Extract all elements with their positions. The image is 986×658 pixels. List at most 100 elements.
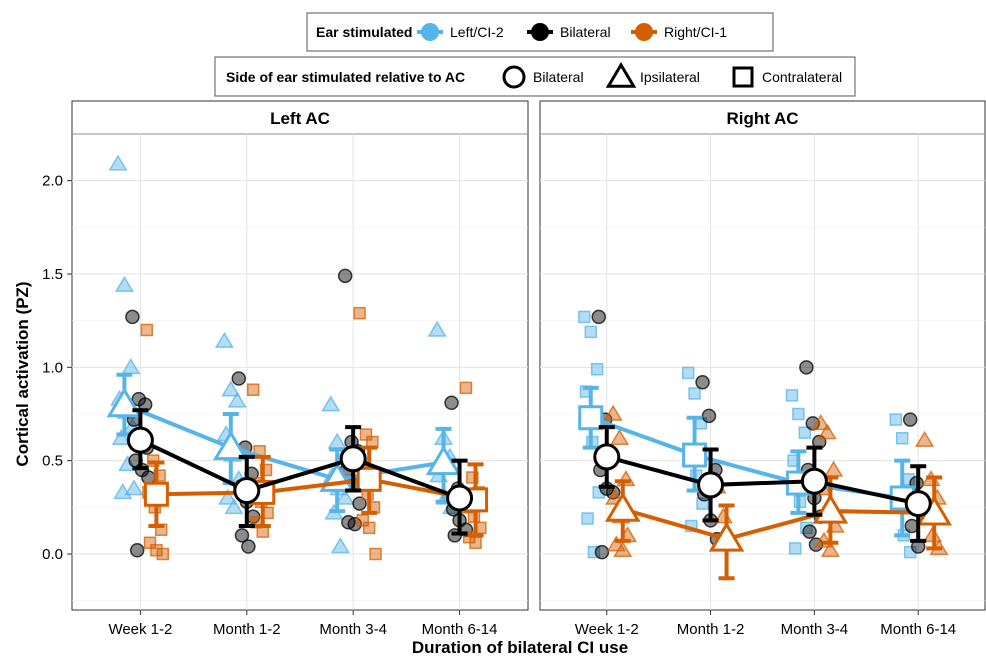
mean-line-right	[622, 507, 935, 542]
mean-marker-right	[356, 466, 382, 492]
data-point-bilateral	[234, 528, 250, 543]
legend-ear-title: Ear stimulated	[316, 24, 412, 40]
data-point-bilateral	[241, 539, 256, 554]
data-point-right	[459, 381, 473, 395]
legend-label: Bilateral	[533, 69, 584, 85]
mean-marker-right	[604, 491, 641, 522]
x-tick-label: Month 6-14	[880, 621, 956, 638]
legend-key-dot	[635, 23, 653, 41]
data-point-bilateral	[231, 371, 247, 386]
data-point-bilateral	[337, 268, 353, 284]
data-point-left	[214, 331, 234, 348]
data-point-bilateral	[444, 395, 459, 411]
legend-label: Ipsilateral	[640, 69, 700, 85]
x-tick-label: Month 3-4	[319, 621, 387, 638]
x-tick-label: Month 1-2	[677, 621, 745, 638]
mean-line-bilateral	[606, 455, 919, 506]
panel-title: Left AC	[270, 109, 330, 128]
data-point-bilateral	[799, 360, 814, 375]
data-point-left	[895, 432, 909, 445]
x-tick-label: Month 1-2	[213, 621, 281, 638]
data-point-right	[156, 547, 170, 561]
data-point-left	[696, 497, 709, 510]
y-tick-label: 0.5	[42, 453, 63, 470]
data-point-right	[259, 463, 273, 477]
y-axis-title: Cortical activation (PZ)	[13, 281, 32, 466]
data-point-bilateral	[902, 412, 918, 427]
data-point-left	[114, 275, 134, 292]
data-point-left	[800, 521, 813, 535]
data-point-right	[362, 521, 376, 535]
data-point-left	[792, 407, 805, 421]
mean-line-right	[156, 477, 476, 502]
data-point-bilateral	[129, 543, 145, 558]
y-tick-label: 1.0	[42, 359, 63, 376]
panel-strip	[71, 100, 529, 135]
legend-label: Contralateral	[762, 69, 842, 85]
data-point-right	[359, 428, 373, 441]
data-point-right	[603, 404, 623, 421]
mean-marker-bilateral	[233, 477, 261, 505]
mean-marker-right	[708, 521, 745, 552]
x-tick-label: Month 3-4	[781, 621, 849, 638]
mean-marker-bilateral	[126, 426, 154, 454]
data-point-left	[681, 366, 695, 380]
legend-item-circle: Bilateral	[502, 65, 584, 89]
data-point-right	[811, 414, 831, 431]
y-tick-label: 0.0	[42, 546, 63, 563]
data-point-left	[124, 479, 144, 496]
mean-marker-bilateral	[339, 445, 367, 473]
data-point-right	[353, 306, 366, 320]
x-tick-label: Week 1-2	[575, 621, 639, 638]
data-point-left	[590, 362, 604, 376]
data-point-right	[613, 540, 633, 557]
x-tick-label: Week 1-2	[108, 621, 172, 638]
data-point-left	[427, 320, 447, 337]
mean-marker-bilateral	[446, 484, 474, 512]
panel-left-ac: Left AC Week 1-2 Month 1-2 Month 3-4 Month 6…	[71, 100, 529, 638]
legend-side-title: Side of ear stimulated relative to AC	[226, 69, 465, 85]
legend-item-right: Right/CI-1	[631, 23, 727, 41]
mean-marker-left	[106, 387, 143, 418]
data-point-left	[227, 391, 247, 408]
data-point-left	[118, 455, 138, 472]
legend-shape-triangle	[605, 61, 637, 88]
data-point-bilateral	[802, 524, 817, 539]
data-point-left	[218, 488, 238, 505]
legend-label: Bilateral	[560, 24, 611, 40]
data-point-left	[221, 380, 241, 397]
data-point-right	[817, 423, 837, 440]
data-point-right	[610, 428, 630, 445]
legend-ear: Ear stimulated Left/CI-2 Bilateral Right/C…	[306, 12, 774, 52]
data-point-right	[369, 547, 382, 561]
x-axis-title: Duration of bilateral CI use	[412, 638, 628, 657]
panel-right-ac: Right AC Week 1-2 Month 1-2 Month 3-4 Month …	[539, 100, 986, 638]
y-tick-label: 2.0	[42, 173, 63, 190]
legend-side: Side of ear stimulated relative to AC Bi…	[214, 56, 856, 97]
data-point-left	[330, 537, 350, 554]
legend-label: Left/CI-2	[450, 24, 504, 40]
x-axis-ticks: Week 1-2 Month 1-2 Month 3-4 Month 6-14	[108, 610, 497, 638]
x-tick-label: Month 6-14	[422, 621, 498, 638]
data-point-right	[150, 544, 163, 557]
panel-plot-area	[71, 133, 529, 611]
data-point-left	[578, 310, 591, 324]
series-right	[143, 445, 489, 538]
mean-marker-bilateral	[593, 443, 621, 471]
legend-shape-circle	[502, 65, 526, 89]
data-point-bilateral	[125, 309, 140, 325]
legend-shape-square	[732, 66, 754, 88]
mean-marker-bilateral	[697, 471, 725, 499]
mean-marker-left	[578, 405, 604, 431]
data-point-right	[915, 430, 935, 447]
data-point-left	[321, 395, 341, 412]
data-point-left	[587, 545, 601, 559]
mean-marker-left	[212, 430, 249, 461]
legend-item-left: Left/CI-2	[417, 23, 504, 41]
data-point-right	[466, 471, 479, 484]
data-point-right	[469, 536, 482, 550]
panel-strip	[539, 100, 986, 135]
data-point-left	[108, 154, 128, 171]
data-point-left	[688, 387, 701, 400]
